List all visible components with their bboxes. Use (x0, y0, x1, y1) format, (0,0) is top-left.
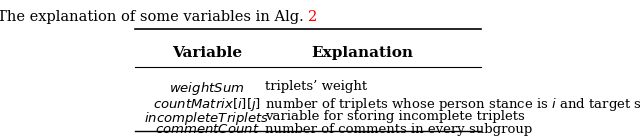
Text: $\mathit{commentCount}$: $\mathit{commentCount}$ (155, 123, 259, 136)
Text: Explanation: Explanation (311, 46, 413, 60)
Text: number of comments in every subgroup: number of comments in every subgroup (265, 123, 532, 136)
Text: $\mathit{incompleteTriplets}$: $\mathit{incompleteTriplets}$ (145, 110, 269, 127)
Text: $\mathit{weightSum}$: $\mathit{weightSum}$ (170, 80, 245, 97)
Text: variable for storing incomplete triplets: variable for storing incomplete triplets (265, 110, 525, 123)
Text: number of triplets whose person stance is $i$ and target subgroup is $j$: number of triplets whose person stance i… (265, 96, 640, 113)
Text: 2: 2 (308, 10, 317, 24)
Text: triplets’ weight: triplets’ weight (265, 80, 367, 93)
Text: Table 1: The explanation of some variables in Alg.: Table 1: The explanation of some variabl… (0, 10, 308, 24)
Text: Variable: Variable (172, 46, 242, 60)
Text: $\mathit{countMatrix}[i][j]$: $\mathit{countMatrix}[i][j]$ (153, 96, 261, 113)
